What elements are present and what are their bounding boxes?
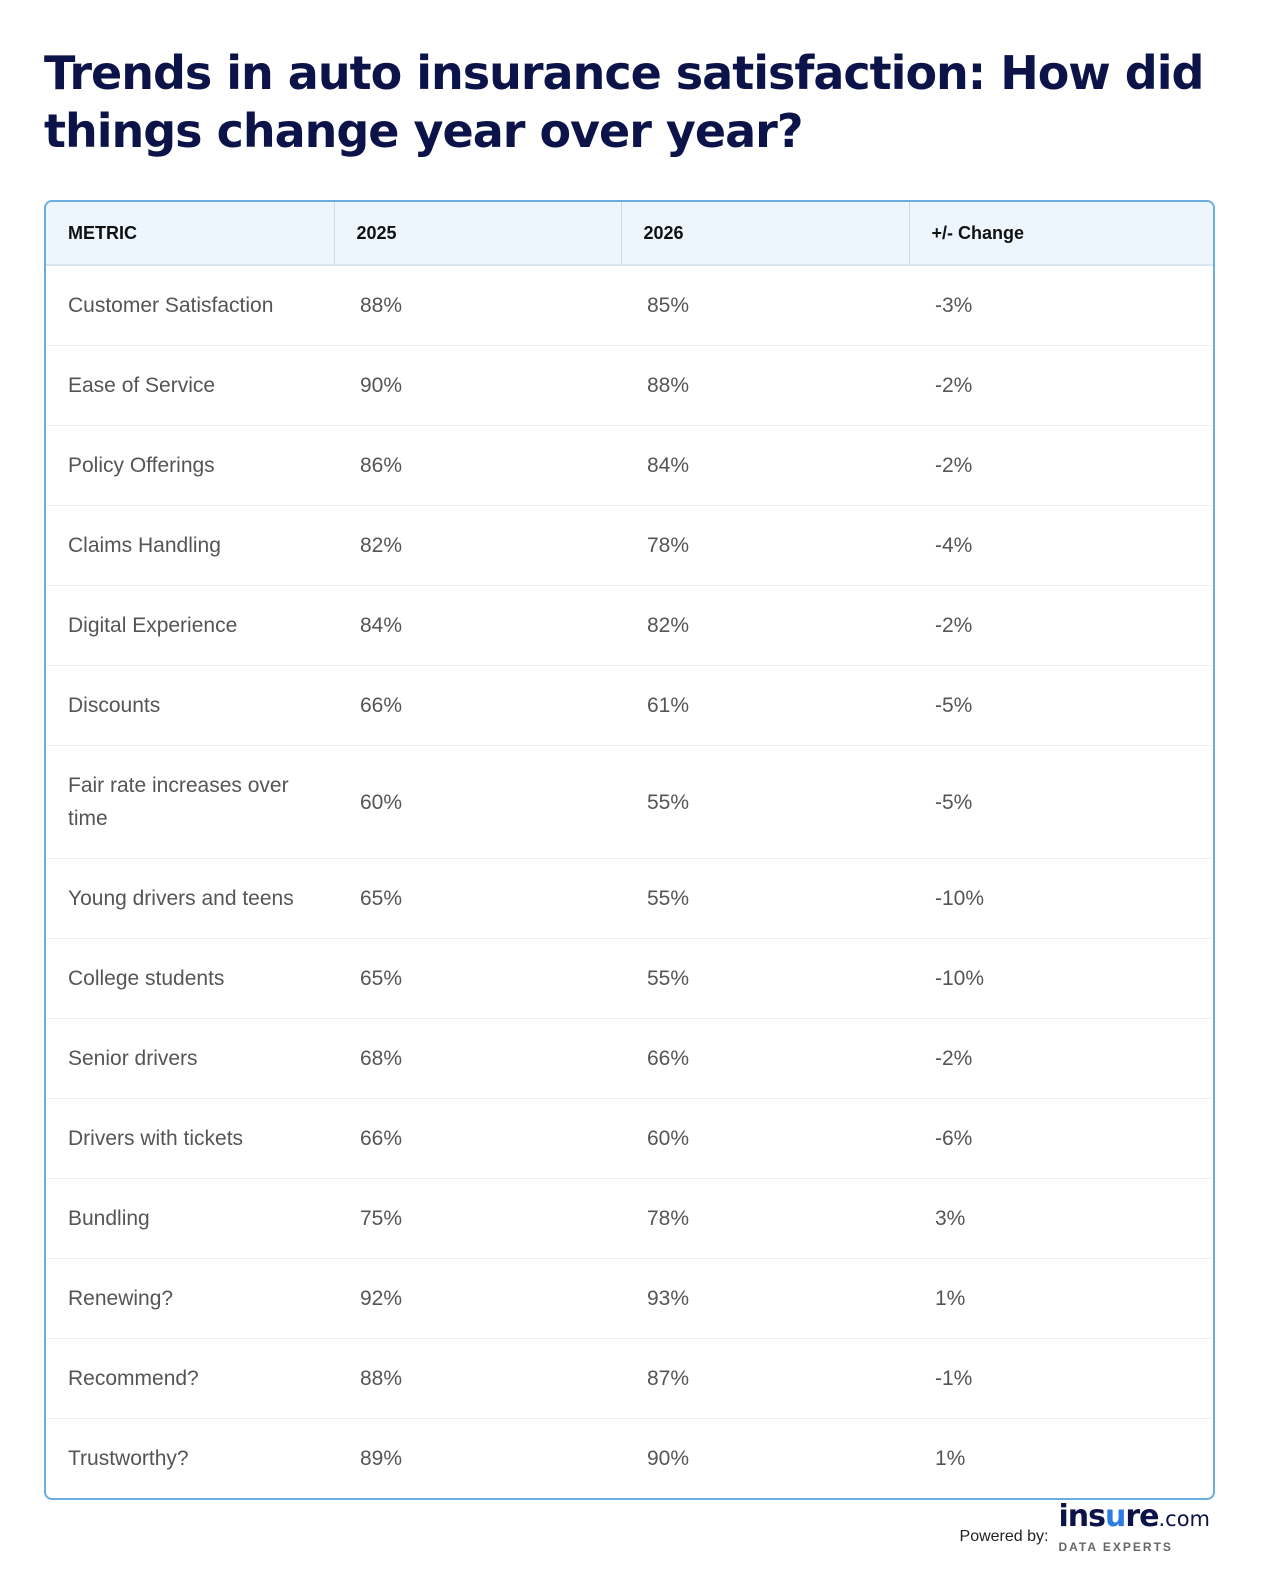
value-2025-cell: 89%: [360, 1447, 403, 1470]
metric-cell: Customer Satisfaction: [46, 265, 334, 346]
change-cell: -10%: [909, 858, 1213, 939]
value-2026-cell: 55%: [621, 745, 909, 859]
value-2026-cell: 55%: [621, 938, 909, 1019]
logo-text: ins: [1058, 1499, 1105, 1534]
column-header-change: +/- Change: [909, 202, 1213, 266]
value-2025-cell: 65%: [334, 938, 621, 1019]
value-2025-cell: 86%: [334, 425, 621, 506]
table-row: Ease of Service 90% 88% -2%: [46, 345, 1213, 426]
value-2026-cell: 82%: [621, 585, 909, 666]
change-cell: -4%: [909, 505, 1213, 586]
column-header-2025: 2025: [334, 202, 622, 266]
change-cell: -2%: [909, 425, 1213, 506]
table-row: Renewing? 92% 93% 1%: [46, 1258, 1213, 1339]
value-2025-cell: 65%: [334, 858, 621, 939]
value-2025-cell: 90%: [334, 345, 621, 426]
data-table: METRIC 2025 2026 +/- Change Customer Sat…: [44, 200, 1215, 1500]
metric-cell: Fair rate increases over time: [46, 745, 334, 859]
change-cell: -5%: [909, 665, 1213, 746]
metric-cell: Young drivers and teens: [46, 858, 334, 939]
value-2025-cell: 75%: [334, 1178, 621, 1259]
table-row: Young drivers and teens 65% 55% -10%: [46, 858, 1213, 939]
metric-cell: Policy Offerings: [46, 425, 334, 506]
value-2025-cell: 88%: [334, 265, 621, 346]
value-2025-cell: 92%: [334, 1258, 621, 1339]
value-2026-cell: 60%: [621, 1098, 909, 1179]
logo-text: re: [1125, 1499, 1159, 1534]
change-cell: -5%: [909, 745, 1213, 859]
metric-cell: Ease of Service: [46, 345, 334, 426]
value-2026-cell: 85%: [621, 265, 909, 346]
change-cell: -2%: [909, 1018, 1213, 1099]
table-row: Policy Offerings 86% 84% -2%: [46, 425, 1213, 506]
change-cell: -1%: [909, 1338, 1213, 1419]
logo-text: .com: [1158, 1507, 1210, 1531]
table-row: Digital Experience 84% 82% -2%: [46, 585, 1213, 666]
page-title: Trends in auto insurance satisfaction: H…: [44, 46, 1204, 158]
header-row: METRIC 2025 2026 +/- Change: [46, 202, 1213, 266]
metric-cell: Trustworthy?: [68, 1447, 189, 1470]
change-cell: 3%: [909, 1178, 1213, 1259]
table-row: Trustworthy? 89% 90% 1%: [46, 1419, 1213, 1499]
value-2026-cell: 55%: [621, 858, 909, 939]
table-row: Recommend? 88% 87% -1%: [46, 1338, 1213, 1419]
value-2025-cell: 68%: [334, 1018, 621, 1099]
metric-cell: Senior drivers: [46, 1018, 334, 1099]
metric-cell: College students: [46, 938, 334, 1019]
change-cell: -3%: [909, 265, 1213, 346]
value-2026-cell: 78%: [621, 505, 909, 586]
table-row: Customer Satisfaction 88% 85% -3%: [46, 265, 1213, 346]
table-row: College students 65% 55% -10%: [46, 938, 1213, 1019]
metric-cell: Bundling: [46, 1178, 334, 1259]
value-2026-cell: 78%: [621, 1178, 909, 1259]
change-cell: -2%: [909, 345, 1213, 426]
value-2025-cell: 60%: [334, 745, 621, 859]
table-row: Fair rate increases over time 60% 55% -5%: [46, 745, 1213, 859]
value-2025-cell: 82%: [334, 505, 621, 586]
metric-cell: Digital Experience: [46, 585, 334, 666]
metric-cell: Discounts: [46, 665, 334, 746]
value-2026-cell: 90%: [647, 1447, 690, 1470]
change-cell: -6%: [909, 1098, 1213, 1179]
change-cell: -2%: [909, 585, 1213, 666]
column-header-2026: 2026: [621, 202, 910, 266]
value-2025-cell: 88%: [334, 1338, 621, 1419]
value-2026-cell: 87%: [621, 1338, 909, 1419]
metric-cell: Recommend?: [46, 1338, 334, 1419]
value-2026-cell: 93%: [621, 1258, 909, 1339]
change-cell: 1%: [909, 1258, 1213, 1339]
table-row: Claims Handling 82% 78% -4%: [46, 505, 1213, 586]
value-2025-cell: 84%: [334, 585, 621, 666]
insure-logo: insure.com DATA EXPERTS: [1058, 1499, 1210, 1555]
table-row: Senior drivers 68% 66% -2%: [46, 1018, 1213, 1099]
metric-cell: Renewing?: [46, 1258, 334, 1339]
value-2026-cell: 88%: [621, 345, 909, 426]
table-row: Bundling 75% 78% 3%: [46, 1178, 1213, 1259]
value-2026-cell: 66%: [621, 1018, 909, 1099]
value-2025-cell: 66%: [334, 665, 621, 746]
value-2026-cell: 84%: [621, 425, 909, 506]
logo-tagline: DATA EXPERTS: [1058, 1540, 1173, 1554]
value-2026-cell: 61%: [621, 665, 909, 746]
change-cell: 1%: [935, 1447, 966, 1470]
change-cell: -10%: [909, 938, 1213, 1019]
column-header-metric: METRIC: [46, 202, 335, 266]
powered-by-label: Powered by:: [959, 1528, 1049, 1545]
table-row: Drivers with tickets 66% 60% -6%: [46, 1098, 1213, 1179]
shield-icon: u: [1104, 1499, 1126, 1534]
value-2025-cell: 66%: [334, 1098, 621, 1179]
table-row: Discounts 66% 61% -5%: [46, 665, 1213, 746]
footer: Powered by: insure.com DATA EXPERTS: [959, 1499, 1210, 1555]
metric-cell: Drivers with tickets: [46, 1098, 334, 1179]
metric-cell: Claims Handling: [46, 505, 334, 586]
